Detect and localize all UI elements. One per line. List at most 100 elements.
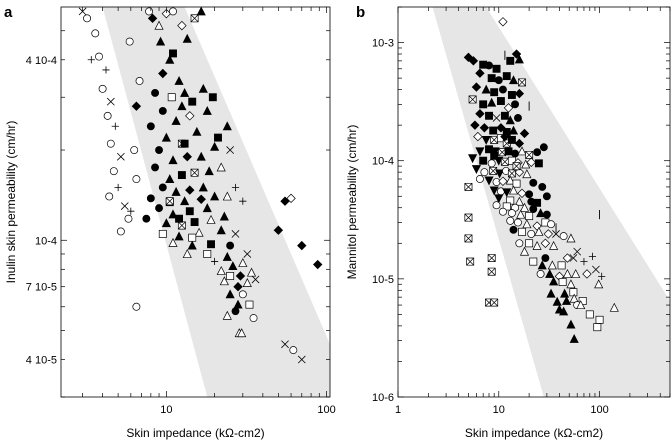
panel-b-data-point-163	[552, 296, 562, 306]
panel-b: b 1 10 100 10-6 10-5 10-4 10-3 Skin impedance …	[345, 4, 671, 440]
panel-a-data-point-4	[95, 52, 103, 61]
panel-a-data-point-120	[245, 300, 254, 309]
panel-b-data-point-165	[569, 293, 579, 303]
panel-b-data-point-105	[516, 209, 526, 219]
panel-a-data-point-103	[222, 251, 232, 261]
panel-b-data-point-2	[468, 56, 479, 66]
panel-b-data-point-139	[562, 253, 573, 263]
panel-a-data-point-44	[171, 116, 181, 125]
panel-b-data-point-160	[546, 288, 556, 298]
panel-b-data-point-21	[514, 88, 525, 99]
panel-b-data-point-71	[489, 166, 498, 175]
panel-a-data-point-24	[145, 7, 154, 16]
panel-a-data-point-10	[106, 139, 115, 148]
panel-b-data-point-132	[466, 257, 475, 266]
panel-b-data-point-155	[558, 278, 567, 286]
panel-b-data-point-59	[468, 154, 478, 164]
panel-b-data-point-32	[500, 111, 509, 120]
panel-a-data-point-67	[171, 186, 181, 196]
panel-a-data-point-124	[237, 328, 247, 338]
panel-b-data-point-69	[471, 165, 481, 175]
panel-b-data-point-157	[594, 279, 604, 289]
panel-a-data-point-49	[161, 132, 171, 142]
panel-b-data-point-111	[506, 216, 515, 225]
panel-b-data-point-83	[529, 178, 538, 187]
panel-b-data-point-7	[506, 56, 515, 65]
panel-b-data-point-128	[525, 239, 534, 248]
panel-b-data-point-107	[536, 208, 546, 218]
panel-a-data-point-29	[155, 36, 166, 46]
panel-a-data-point-108	[313, 259, 323, 270]
panel-b-y-tick-label-1: 10-5	[372, 274, 394, 286]
panel-b-data-point-66	[521, 159, 531, 169]
panel-b-data-point-101	[519, 202, 530, 212]
panel-b-data-point-24	[487, 97, 497, 107]
panel-a-data-point-41	[188, 97, 197, 106]
panel-a-data-point-5	[102, 66, 110, 74]
panel-a-data-point-60	[151, 163, 160, 172]
panel-a-data-point-106	[228, 261, 238, 271]
panel-b-data-point-127	[515, 239, 524, 248]
panel-a-data-point-43	[158, 107, 167, 115]
panel-a-data-point-28	[169, 7, 177, 16]
panel-b-data-point-52	[490, 147, 500, 157]
panel-b-data-point-177	[490, 151, 499, 160]
panel-a-data-point-70	[231, 183, 240, 192]
panel-a-data-point-102	[203, 250, 212, 258]
panel-b-data-point-123	[552, 230, 560, 238]
panel-a-data-point-104	[243, 250, 252, 258]
panel-b-data-point-68	[534, 159, 543, 168]
panel-a-data-point-79	[168, 209, 178, 219]
panel-a-data-point-53	[222, 121, 232, 131]
panel-b-data-point-16	[471, 82, 482, 92]
panel-a-data-point-71	[146, 194, 155, 203]
panel-a-data-point-62	[177, 171, 186, 180]
panel-a-data-point-32	[177, 20, 187, 31]
panel-a-x-tick-label-1: 100	[317, 404, 335, 416]
panel-b-data-point-27	[511, 100, 519, 109]
panel-a-data-point-55	[168, 155, 178, 165]
panel-b-data-point-29	[475, 109, 485, 119]
panel-b-data-point-48	[514, 138, 525, 149]
panel-b-data-point-152	[598, 272, 606, 280]
panel-a-data-point-8	[103, 111, 112, 120]
panel-a-letter: a	[4, 4, 13, 21]
panel-a-data-point-46	[202, 105, 212, 115]
panel-a-data-point-69	[198, 182, 208, 192]
panel-b-data-point-42	[473, 131, 483, 142]
panel-b-data-point-164	[561, 295, 572, 305]
panel-b-data-point-153	[582, 269, 592, 279]
panel-b-data-point-122	[543, 229, 553, 239]
panel-b-data-point-167	[609, 302, 619, 312]
panel-a-data-point-47	[208, 93, 217, 102]
panel-b-data-point-103	[499, 207, 507, 216]
panel-a-data-point-77	[239, 197, 247, 205]
panel-b-data-point-72	[495, 169, 505, 179]
panel-b-data-point-126	[464, 234, 473, 243]
panel-b-data-point-99	[502, 202, 511, 211]
panel-b-data-point-84	[538, 182, 547, 191]
panel-b-data-point-25	[496, 97, 505, 105]
panel-a-data-point-68	[185, 185, 195, 195]
panel-a-data-point-78	[155, 204, 163, 213]
panel-a-data-point-52	[214, 133, 222, 142]
panel-b-data-point-13	[502, 72, 511, 81]
panel-a-x-axis-title: Skin impedance (kΩ-cm2)	[126, 426, 264, 440]
panel-a-y-tick-label-2: 10-4	[35, 235, 57, 247]
panel-a-data-point-113	[219, 276, 229, 286]
panel-b-data-point-81	[505, 175, 515, 185]
panel-a-data-point-14	[105, 192, 114, 201]
panel-a-data-point-11	[116, 152, 125, 161]
panel-a-data-point-0	[78, 7, 87, 16]
panel-b-data-point-125	[566, 233, 576, 243]
panel-a-data-point-122	[222, 310, 232, 320]
panel-a-data-point-90	[273, 225, 284, 235]
panel-b-data-point-172	[566, 319, 576, 329]
panel-b-data-point-34	[514, 114, 522, 122]
panel-b-data-point-130	[540, 238, 551, 248]
panel-a-data-point-42	[198, 83, 208, 93]
panel-b-data-point-119	[518, 227, 526, 236]
panel-b-data-point-31	[492, 114, 501, 122]
panel-a-data-point-131	[165, 197, 174, 206]
panel-b-data-point-9	[514, 54, 524, 64]
